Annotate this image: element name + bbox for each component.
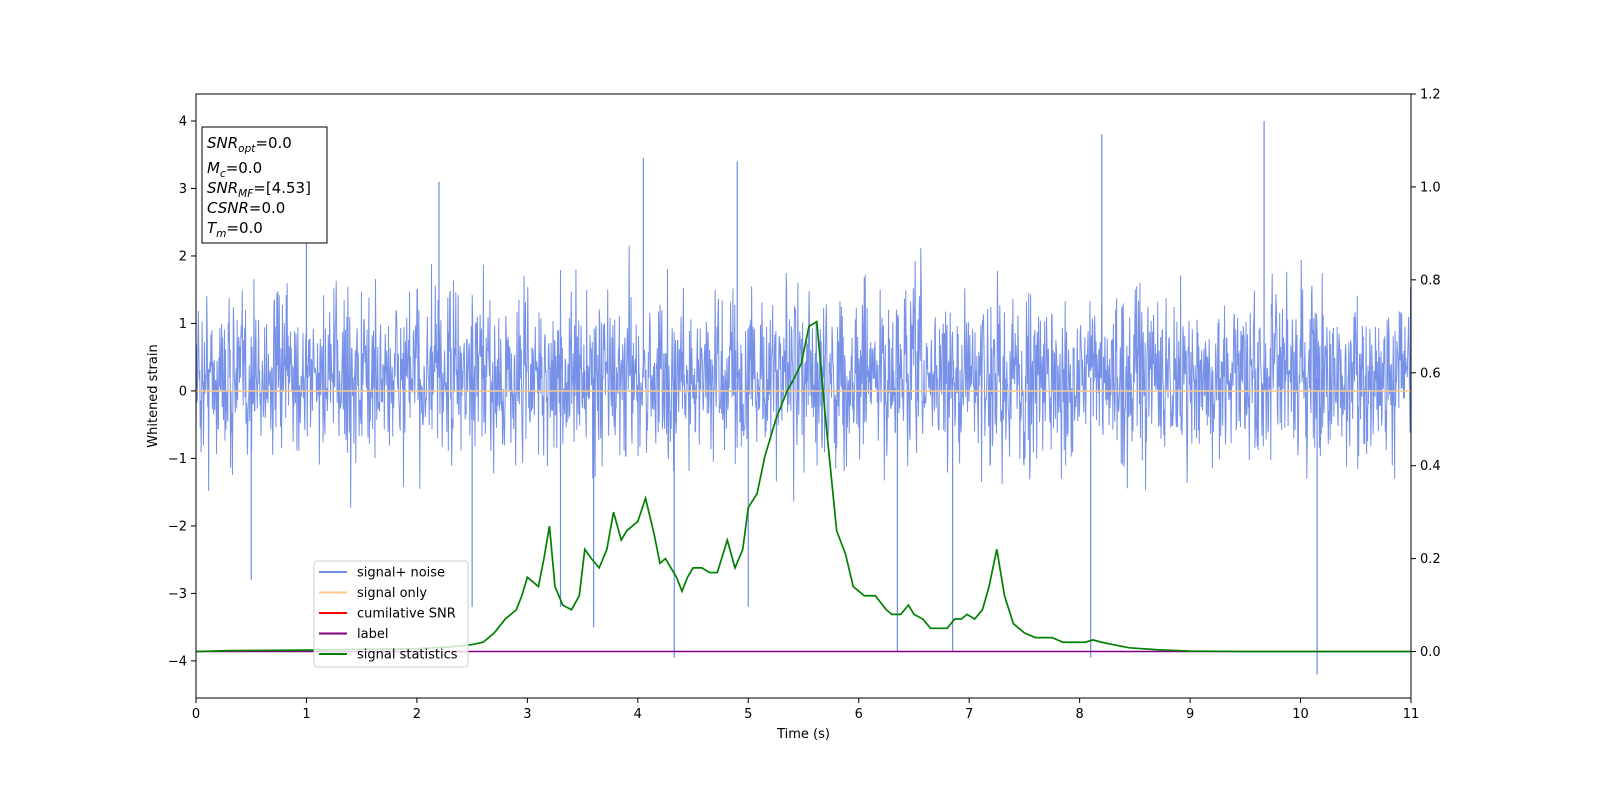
- legend-label-signal-only: signal only: [357, 586, 427, 601]
- plot-frame: [195, 93, 1412, 699]
- annotation-symbol: SNR: [207, 134, 238, 152]
- legend-frame: [313, 560, 469, 668]
- annotation-subscript: c: [220, 168, 226, 180]
- legend-label-signal-statistics: signal statistics: [357, 648, 458, 663]
- annotation-subscript: m: [216, 228, 226, 240]
- y-axis-left: −4 −3 −2 −1 0 1 2 3 4: [168, 114, 196, 669]
- annotation-value: =[4.53]: [253, 179, 311, 197]
- y-tick-label: 3: [179, 182, 187, 197]
- y-axis-right: 0.0 0.2 0.4 0.6 0.8 1.0 1.2: [1411, 88, 1441, 660]
- x-tick-label: 7: [965, 707, 973, 722]
- x-tick-label: 6: [855, 707, 863, 722]
- y-axis-label: Whitened strain: [146, 344, 161, 447]
- annotation-subscript: MF: [238, 188, 254, 200]
- annotation-line: SNRopt=0.0: [207, 134, 292, 155]
- series-signal-statistics-line: [196, 320, 1411, 653]
- series-layer: [196, 120, 1411, 675]
- annotation-subscript: opt: [238, 143, 256, 155]
- y2-tick-label: 1.2: [1420, 88, 1441, 103]
- y-tick-label: −3: [168, 587, 187, 602]
- annotation-symbol: CSNR: [207, 199, 249, 217]
- annotation-symbol: M: [207, 159, 220, 177]
- annotation-box: SNRopt=0.0Mc=0.0SNRMF=[4.53]CSNR=0.0Tm=0…: [201, 126, 328, 244]
- x-tick-label: 5: [744, 707, 752, 722]
- x-axis: 0 1 2 3 4 5 6 7 8 9 10 11: [192, 698, 1419, 722]
- x-tick-label: 2: [413, 707, 421, 722]
- annotation-line: Mc=0.0: [207, 159, 262, 180]
- annotation-value: =0.0: [249, 199, 285, 217]
- annotation-value: =0.0: [255, 134, 291, 152]
- annotation-line: Tm=0.0: [207, 219, 263, 240]
- x-tick-label: 4: [634, 707, 642, 722]
- legend-label-cumilative-snr: cumilative SNR: [357, 607, 456, 622]
- x-axis-label: Time (s): [776, 727, 830, 742]
- x-tick-label: 0: [192, 707, 200, 722]
- legend-label-signal-noise: signal+ noise: [357, 566, 445, 581]
- y-tick-label: 0: [179, 384, 187, 399]
- x-tick-label: 9: [1186, 707, 1194, 722]
- annotation-box-frame: [201, 126, 328, 244]
- annotation-value: =0.0: [226, 159, 262, 177]
- y-tick-label: −1: [168, 452, 187, 467]
- x-tick-label: 3: [523, 707, 531, 722]
- x-tick-label: 1: [302, 707, 310, 722]
- x-tick-label: 11: [1403, 707, 1420, 722]
- y-tick-label: 1: [179, 317, 187, 332]
- annotation-symbol: T: [207, 219, 218, 237]
- y-tick-label: 2: [179, 249, 187, 264]
- y-tick-label: −4: [168, 654, 187, 669]
- series-signal-noise-line: [196, 245, 1411, 508]
- y2-tick-label: 0.8: [1420, 273, 1441, 288]
- y2-tick-label: 0.2: [1420, 552, 1441, 567]
- annotation-line: SNRMF=[4.53]: [207, 179, 311, 200]
- legend-label-label: label: [357, 627, 388, 642]
- annotation-value: =0.0: [226, 219, 262, 237]
- x-tick-label: 10: [1292, 707, 1309, 722]
- annotation-symbol: SNR: [207, 179, 238, 197]
- y2-tick-label: 0.0: [1420, 645, 1441, 660]
- y2-tick-label: 0.6: [1420, 366, 1441, 381]
- legend: signal+ noise signal only cumilative SNR la…: [313, 560, 469, 668]
- annotation-line: CSNR=0.0: [207, 199, 285, 217]
- y2-tick-label: 1.0: [1420, 180, 1441, 195]
- y2-tick-label: 0.4: [1420, 459, 1441, 474]
- y-tick-label: 4: [179, 114, 187, 129]
- y-tick-label: −2: [168, 519, 187, 534]
- x-tick-label: 8: [1075, 707, 1083, 722]
